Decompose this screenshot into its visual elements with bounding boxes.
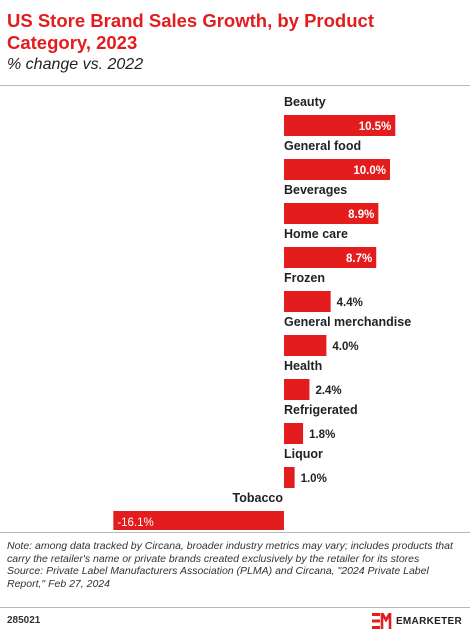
bar bbox=[284, 115, 396, 136]
bar bbox=[284, 335, 327, 356]
chart-title: US Store Brand Sales Growth, by Product … bbox=[7, 10, 374, 53]
bar-chart: Beauty 10.5% General food 10.0% Beverages8.9… bbox=[113, 95, 411, 530]
value-label: -16.1% bbox=[117, 517, 153, 529]
bar bbox=[284, 159, 390, 180]
bar bbox=[284, 467, 295, 488]
category-label: Tobacco bbox=[233, 491, 284, 505]
category-label: General food bbox=[284, 139, 361, 153]
chart-id: 285021 bbox=[7, 615, 41, 626]
bottom-divider bbox=[0, 607, 470, 608]
value-label: 1.0% bbox=[301, 473, 327, 485]
brand-name: EMARKETER bbox=[395, 615, 462, 627]
category-label: Frozen bbox=[284, 271, 325, 285]
bar bbox=[284, 247, 377, 268]
category-label: Health bbox=[284, 359, 322, 373]
category-label: Liquor bbox=[284, 447, 323, 461]
bar bbox=[284, 291, 331, 312]
bar bbox=[284, 423, 304, 444]
category-label: General merchandise bbox=[284, 315, 411, 329]
source-text: Source: Private Label Manufacturers Asso… bbox=[7, 565, 429, 590]
bar bbox=[284, 203, 379, 224]
category-label: Home care bbox=[284, 227, 348, 241]
value-label: 2.4% bbox=[315, 385, 341, 397]
category-label: Refrigerated bbox=[284, 403, 358, 417]
chart-subtitle: % change vs. 2022 bbox=[7, 56, 144, 73]
brand-logo: EMARKETER bbox=[371, 612, 462, 630]
chart-notes: Note: among data tracked by Circana, bro… bbox=[7, 540, 465, 590]
value-label: 4.0% bbox=[332, 341, 358, 353]
value-label: 8.7% bbox=[346, 253, 372, 265]
category-label: Beverages bbox=[284, 183, 347, 197]
value-label: 10.5% bbox=[359, 121, 392, 133]
em-logo-icon bbox=[371, 613, 392, 629]
category-label: Beauty bbox=[284, 95, 326, 109]
bar bbox=[113, 511, 284, 530]
value-label: 1.8% bbox=[309, 429, 335, 441]
value-label: 8.9% bbox=[348, 209, 374, 221]
top-divider bbox=[0, 85, 470, 86]
footer-divider bbox=[0, 532, 470, 533]
value-label: 10.0% bbox=[353, 165, 386, 177]
value-label: 4.4% bbox=[337, 297, 363, 309]
bar bbox=[284, 379, 310, 400]
note-text: Note: among data tracked by Circana, bro… bbox=[7, 540, 453, 565]
